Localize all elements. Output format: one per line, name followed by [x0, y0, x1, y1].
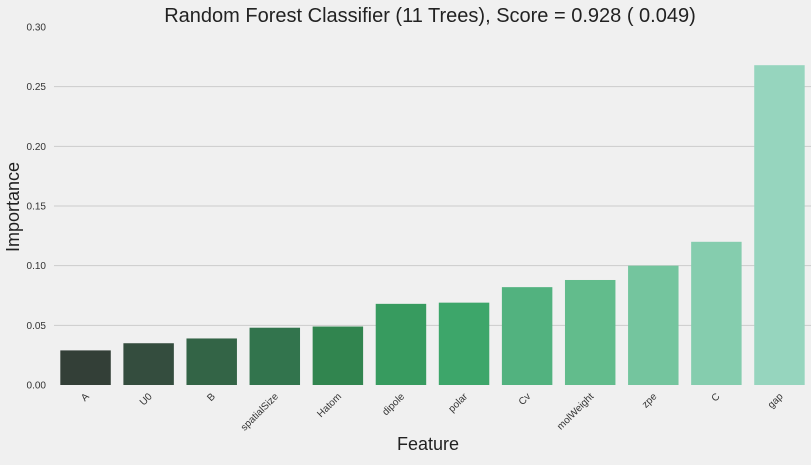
chart-title: Random Forest Classifier (11 Trees), Sco… [164, 5, 696, 27]
bar-zpe [628, 265, 679, 385]
x-tick-label: spatialSize [239, 391, 281, 433]
y-tick-label: 0.00 [27, 381, 47, 392]
grid-lines [54, 86, 811, 326]
x-tick-label: gap [766, 391, 786, 411]
bar-Hatom [312, 326, 364, 385]
bar-Cv [501, 287, 553, 385]
bar-dipole [375, 303, 427, 385]
bar-A [60, 350, 111, 385]
x-axis-label: Feature [397, 434, 459, 454]
bar-B [186, 338, 237, 385]
y-tick-label: 0.20 [27, 142, 47, 153]
bar-gap [754, 65, 805, 385]
x-tick-label: polar [447, 391, 471, 415]
x-tick-label: zpe [640, 391, 659, 410]
x-tick-label: A [79, 391, 92, 404]
x-tick-label: B [205, 391, 218, 404]
bar-U0 [123, 343, 174, 385]
bars [60, 65, 805, 385]
x-tick-label: Cv [517, 391, 533, 407]
y-tick-label: 0.05 [27, 321, 47, 332]
y-tick-label: 0.30 [27, 23, 47, 34]
y-axis-label: Importance [3, 162, 23, 252]
y-tick-label: 0.10 [27, 261, 47, 272]
y-tick-label: 0.25 [27, 82, 47, 93]
y-tick-label: 0.15 [27, 202, 47, 213]
x-tick-label: dipole [380, 391, 407, 418]
x-tick-label: U0 [138, 391, 155, 408]
x-tick-label: C [710, 391, 723, 404]
bar-molWeight [564, 279, 616, 385]
x-tick-label: molWeight [555, 391, 596, 432]
bar-spatialSize [249, 327, 301, 385]
y-tick-labels: 0.00 0.05 0.10 0.15 0.20 0.25 0.30 [27, 23, 47, 392]
x-tick-label: Hatom [315, 391, 344, 420]
bar-polar [438, 302, 490, 385]
bar-C [691, 241, 742, 385]
